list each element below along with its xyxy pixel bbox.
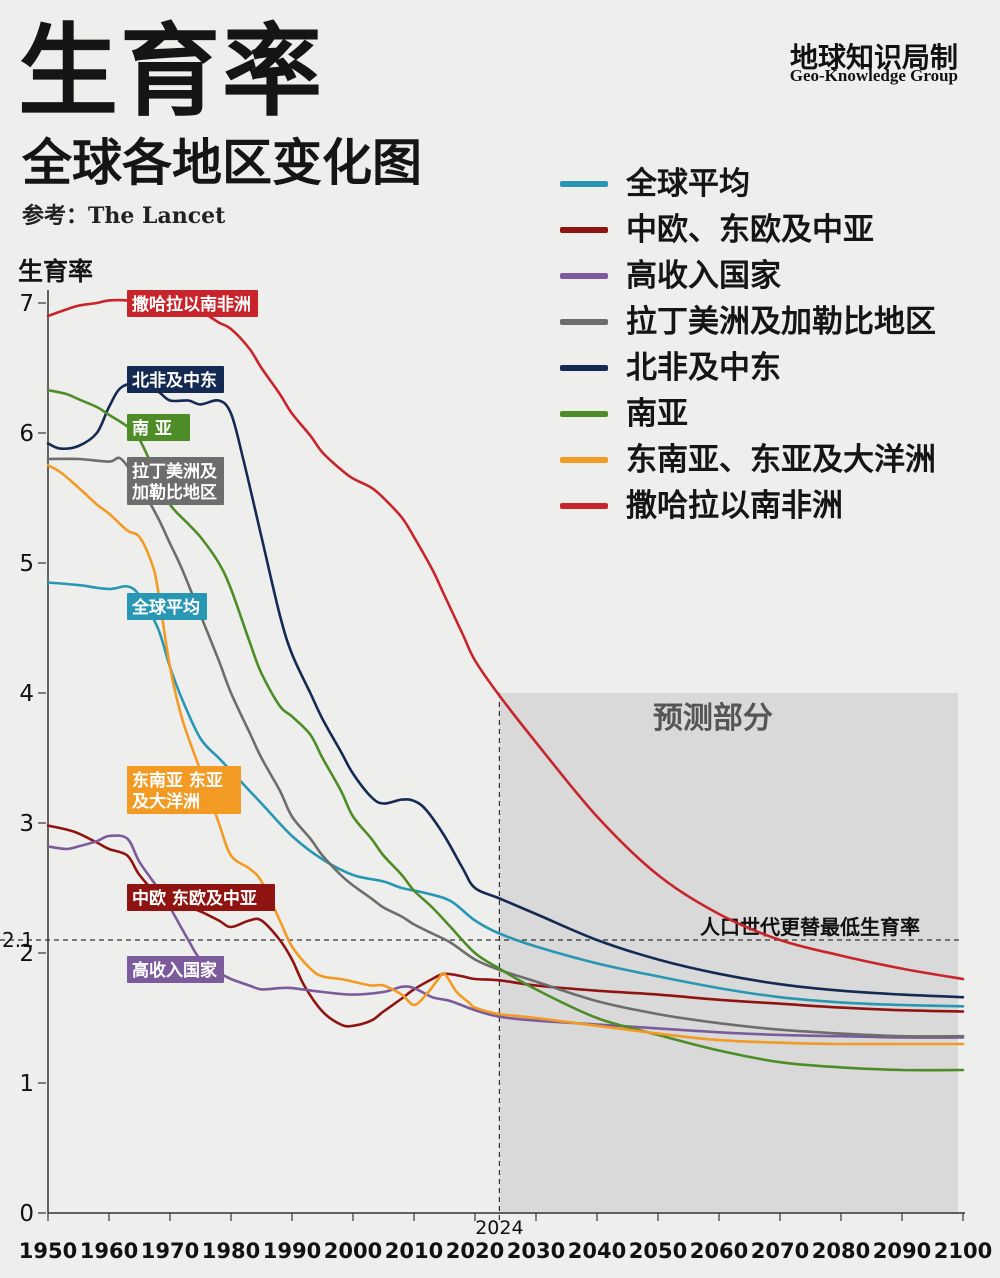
legend-swatch <box>560 273 608 279</box>
callout-text: 全球平均 <box>131 597 200 618</box>
y-tick-label: 1 <box>19 1071 34 1097</box>
y-tick-label: 4 <box>19 681 34 707</box>
x-tick-label: 1980 <box>202 1239 260 1263</box>
x-tick-label: 2000 <box>324 1239 382 1263</box>
x-tick-label: 1990 <box>263 1239 321 1263</box>
x-tick-label: 2020 <box>446 1239 504 1263</box>
brand-name-english: Geo-Knowledge Group <box>789 66 958 85</box>
chart-legend: 全球平均中欧、东欧及中亚 高收入国家拉丁美洲及加勒比地区 北非及中东南亚东南亚、东亚… <box>560 162 980 530</box>
x-tick-label: 2040 <box>568 1239 626 1263</box>
legend-swatch <box>560 365 608 371</box>
source-note: 参考：The Lancet <box>22 203 226 229</box>
forecast-region <box>499 693 958 1213</box>
x-tick-label: 1970 <box>141 1239 199 1263</box>
callout-north-africa-middle-east: 北非及中东 <box>127 366 224 393</box>
callout-text: 拉丁美洲及 <box>132 461 218 482</box>
callout-text: 及大洋洲 <box>132 791 200 812</box>
legend-item-sub-saharan-africa: 撒哈拉以南非洲 <box>560 484 980 530</box>
x-tick-label: 2070 <box>751 1239 809 1263</box>
legend-swatch <box>560 227 608 233</box>
callout-text: 北非及中东 <box>132 370 217 391</box>
legend-item-latin-america-caribbean: 拉丁美洲及加勒比地区 <box>560 300 980 346</box>
legend-item-global-average: 全球平均 <box>560 162 980 208</box>
legend-label: 撒哈拉以南非洲 <box>626 488 843 524</box>
x-tick-label: 2060 <box>690 1239 748 1263</box>
brand-name: 地球知识局制 <box>789 41 958 74</box>
legend-label: 拉丁美洲及加勒比地区 <box>626 304 936 340</box>
callout-high-income: 高收入国家 <box>127 956 224 983</box>
x-tick-label: 2100 <box>934 1239 992 1263</box>
callout-text: 撒哈拉以南非洲 <box>132 294 251 315</box>
callout-global-average: 全球平均 <box>127 593 207 620</box>
y-axis-label: 生育率 <box>18 257 94 286</box>
callout-central-eastern-europe-central-asia: 中欧 东欧及中亚 <box>127 884 275 911</box>
legend-label: 北非及中东 <box>626 350 781 386</box>
callout-text: 南 亚 <box>132 418 172 439</box>
callout-box <box>127 457 224 505</box>
x-tick-label: 1950 <box>19 1239 77 1263</box>
legend-label: 高收入国家 <box>626 258 781 294</box>
callout-south-asia: 南 亚 <box>127 414 190 441</box>
y-tick-label: 5 <box>19 551 34 577</box>
legend-label: 中欧、东欧及中亚 <box>626 212 874 248</box>
callout-latin-america-caribbean: 拉丁美洲及加勒比地区 <box>127 457 224 505</box>
callout-box <box>127 290 258 317</box>
x-tick-label: 2090 <box>873 1239 931 1263</box>
y-tick-label: 3 <box>19 811 34 837</box>
callout-text: 中欧 东欧及中亚 <box>132 888 257 909</box>
legend-swatch <box>560 181 608 187</box>
legend-swatch <box>560 411 608 417</box>
series-line-central-eastern-europe-central-asia <box>46 824 965 1028</box>
callout-box <box>127 593 207 620</box>
forecast-label: 预测部分 <box>653 701 773 736</box>
x-tick-label: 2080 <box>812 1239 870 1263</box>
callout-text: 东南亚 东亚 <box>132 770 223 791</box>
x-tick-label: 2030 <box>507 1239 565 1263</box>
callout-text: 高收入国家 <box>132 960 217 981</box>
callout-sub-saharan-africa: 撒哈拉以南非洲 <box>127 290 258 317</box>
series-line-southeast-east-asia-oceania <box>46 464 965 1046</box>
y-tick-label: 2 <box>19 941 34 967</box>
y-tick-label: 7 <box>19 291 34 317</box>
y-tick-label: 6 <box>19 421 34 447</box>
legend-item-high-income: 高收入国家 <box>560 254 980 300</box>
callout-box <box>127 414 190 441</box>
legend-item-central-eastern-europe-central-asia: 中欧、东欧及中亚 <box>560 208 980 254</box>
legend-swatch <box>560 503 608 509</box>
y-tick-label: 0 <box>19 1201 34 1227</box>
callout-text: 加勒比地区 <box>131 482 217 503</box>
page-subtitle: 全球各地区变化图 <box>22 134 422 192</box>
x-tick-label: 2050 <box>629 1239 687 1263</box>
legend-label: 东南亚、东亚及大洋洲 <box>626 442 936 478</box>
callout-box <box>127 884 275 911</box>
x-tick-label: 2010 <box>385 1239 443 1263</box>
legend-label: 全球平均 <box>626 166 750 202</box>
legend-swatch <box>560 319 608 325</box>
page-title: 生育率 <box>18 13 324 130</box>
series-line-latin-america-caribbean <box>46 456 965 1038</box>
legend-swatch <box>560 457 608 463</box>
callout-box <box>127 366 224 393</box>
legend-item-southeast-east-asia-oceania: 东南亚、东亚及大洋洲 <box>560 438 980 484</box>
legend-label: 南亚 <box>626 396 688 432</box>
x-tick-label: 1960 <box>80 1239 138 1263</box>
replacement-rate-label: 人口世代更替最低生育率 <box>700 915 920 939</box>
legend-item-south-asia: 南亚 <box>560 392 980 438</box>
callout-box <box>127 766 241 814</box>
current-year-label: 2024 <box>475 1217 523 1239</box>
legend-item-north-africa-middle-east: 北非及中东 <box>560 346 980 392</box>
callout-southeast-east-asia-oceania: 东南亚 东亚及大洋洲 <box>127 766 241 814</box>
callout-box <box>127 956 224 983</box>
replacement-rate-tick: 2.1 <box>2 928 34 952</box>
